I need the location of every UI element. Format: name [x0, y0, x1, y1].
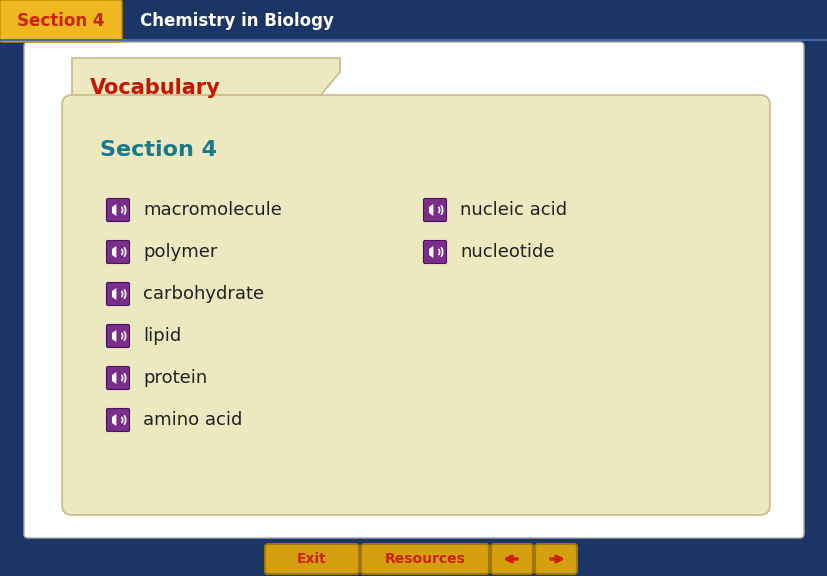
- Text: Vocabulary: Vocabulary: [90, 78, 221, 98]
- Polygon shape: [112, 372, 117, 384]
- Text: lipid: lipid: [143, 327, 181, 345]
- Text: protein: protein: [143, 369, 207, 387]
- Polygon shape: [112, 246, 117, 258]
- Bar: [0, 543, 827, 576]
- Bar: [112, 333, 117, 339]
- Text: Section 4: Section 4: [100, 140, 217, 160]
- Text: macromolecule: macromolecule: [143, 201, 281, 219]
- Bar: [428, 207, 433, 213]
- FancyBboxPatch shape: [490, 544, 533, 574]
- FancyBboxPatch shape: [107, 241, 129, 263]
- FancyBboxPatch shape: [0, 0, 827, 40]
- FancyBboxPatch shape: [361, 544, 489, 574]
- Polygon shape: [428, 204, 433, 216]
- FancyBboxPatch shape: [423, 241, 446, 263]
- Polygon shape: [428, 246, 433, 258]
- Text: nucleotide: nucleotide: [460, 243, 554, 261]
- FancyBboxPatch shape: [24, 42, 803, 538]
- Text: carbohydrate: carbohydrate: [143, 285, 264, 303]
- Text: nucleic acid: nucleic acid: [460, 201, 566, 219]
- Bar: [428, 249, 433, 255]
- Bar: [112, 417, 117, 423]
- Bar: [112, 249, 117, 255]
- Text: Section 4: Section 4: [17, 12, 105, 30]
- FancyBboxPatch shape: [0, 0, 122, 42]
- Polygon shape: [72, 58, 340, 108]
- Text: amino acid: amino acid: [143, 411, 242, 429]
- Text: Chemistry in Biology: Chemistry in Biology: [140, 12, 333, 30]
- Bar: [112, 207, 117, 213]
- Bar: [112, 375, 117, 381]
- Text: polymer: polymer: [143, 243, 218, 261]
- Bar: [73, 104, 758, 110]
- FancyBboxPatch shape: [107, 199, 129, 222]
- Polygon shape: [112, 204, 117, 216]
- FancyBboxPatch shape: [107, 324, 129, 347]
- FancyBboxPatch shape: [265, 544, 359, 574]
- Polygon shape: [112, 288, 117, 300]
- FancyBboxPatch shape: [423, 199, 446, 222]
- Polygon shape: [112, 330, 117, 342]
- Text: Exit: Exit: [297, 552, 327, 566]
- FancyBboxPatch shape: [62, 95, 769, 515]
- FancyBboxPatch shape: [107, 282, 129, 305]
- Bar: [112, 291, 117, 297]
- FancyBboxPatch shape: [534, 544, 576, 574]
- FancyBboxPatch shape: [107, 366, 129, 389]
- Text: Resources: Resources: [384, 552, 465, 566]
- FancyBboxPatch shape: [107, 408, 129, 431]
- Polygon shape: [112, 414, 117, 426]
